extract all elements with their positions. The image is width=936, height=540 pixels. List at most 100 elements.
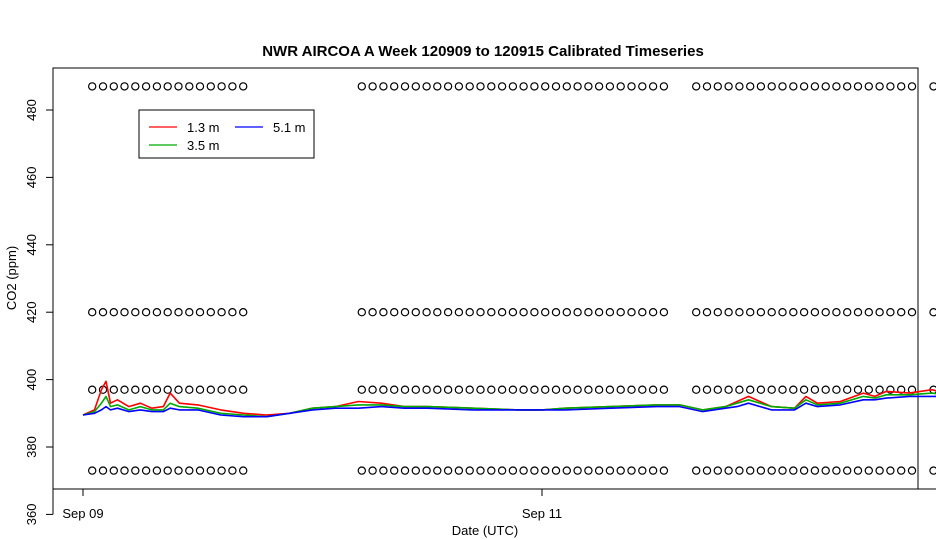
marker-cal-flag-373-39 bbox=[616, 466, 625, 475]
marker-cal-flag-420-55 bbox=[810, 308, 820, 317]
marker-cal-flag-420-48 bbox=[735, 308, 744, 317]
y-tick-label-3: 420 bbox=[24, 301, 39, 323]
marker-cal-flag-487-42 bbox=[648, 82, 658, 91]
marker-cal-flag-420-47 bbox=[724, 308, 733, 317]
x-tick-label-1: Sep 11 bbox=[522, 506, 562, 521]
marker-cal-flag-373-41 bbox=[638, 466, 647, 475]
marker-cal-flag-397-57 bbox=[832, 385, 841, 394]
marker-cal-flag-397-47 bbox=[724, 385, 733, 394]
marker-cal-flag-397-58 bbox=[843, 385, 852, 394]
marker-cal-flag-397-42 bbox=[648, 385, 658, 394]
marker-cal-flag-373-37 bbox=[594, 466, 604, 475]
marker-cal-flag-420-31 bbox=[530, 308, 539, 317]
marker-cal-flag-487-23 bbox=[443, 82, 453, 91]
marker-cal-flag-487-49 bbox=[746, 82, 755, 91]
marker-cal-flag-487-58 bbox=[843, 82, 852, 91]
marker-cal-flag-397-61 bbox=[875, 385, 884, 394]
x-axis-label: Date (UTC) bbox=[452, 523, 518, 538]
marker-cal-flag-420-51 bbox=[767, 308, 776, 317]
series-line-5-1-m bbox=[82, 395, 936, 418]
marker-cal-flag-373-43 bbox=[659, 466, 669, 475]
marker-cal-flag-420-41 bbox=[638, 308, 647, 317]
marker-cal-flag-487-53 bbox=[789, 82, 798, 91]
marker-cal-flag-487-44 bbox=[692, 82, 701, 91]
y-axis: 360 380 400 420 440 460 480 bbox=[24, 99, 54, 525]
marker-cal-flag-397-19 bbox=[400, 385, 410, 394]
marker-cal-flag-373-15 bbox=[357, 466, 366, 475]
marker-cal-flag-397-59 bbox=[853, 385, 863, 394]
marker-cal-flag-373-18 bbox=[390, 466, 399, 475]
marker-cal-flag-420-28 bbox=[497, 308, 507, 317]
marker-cal-flag-373-65 bbox=[929, 466, 936, 475]
y-tick-label-4: 440 bbox=[24, 234, 39, 256]
marker-cal-flag-397-9 bbox=[185, 385, 194, 394]
marker-cal-flag-487-46 bbox=[713, 82, 723, 91]
marker-cal-flag-373-3 bbox=[120, 466, 129, 475]
marker-cal-flag-420-33 bbox=[551, 308, 561, 317]
marker-cal-flag-373-40 bbox=[627, 466, 636, 475]
marker-cal-flag-420-56 bbox=[821, 308, 830, 317]
reference-markers bbox=[87, 82, 936, 475]
marker-cal-flag-373-17 bbox=[379, 466, 388, 475]
marker-cal-flag-420-14 bbox=[238, 308, 248, 317]
legend-box bbox=[138, 109, 315, 159]
marker-cal-flag-487-29 bbox=[508, 82, 518, 91]
marker-cal-flag-487-7 bbox=[163, 82, 172, 91]
marker-cal-flag-420-44 bbox=[692, 308, 701, 317]
marker-cal-flag-420-17 bbox=[379, 308, 388, 317]
marker-cal-flag-373-24 bbox=[454, 466, 464, 475]
marker-cal-flag-420-53 bbox=[789, 308, 798, 317]
marker-cal-flag-373-28 bbox=[497, 466, 507, 475]
marker-cal-flag-397-45 bbox=[702, 385, 712, 394]
marker-cal-flag-487-16 bbox=[368, 82, 377, 91]
marker-cal-flag-487-27 bbox=[487, 82, 496, 91]
marker-cal-flag-397-23 bbox=[443, 385, 453, 394]
marker-cal-flag-397-27 bbox=[487, 385, 496, 394]
marker-cal-flag-397-34 bbox=[562, 385, 572, 394]
marker-cal-flag-487-65 bbox=[929, 82, 936, 91]
marker-cal-flag-397-6 bbox=[152, 385, 162, 394]
marker-cal-flag-397-31 bbox=[530, 385, 539, 394]
marker-cal-flag-373-56 bbox=[821, 466, 830, 475]
marker-cal-flag-420-7 bbox=[163, 308, 172, 317]
marker-cal-flag-420-22 bbox=[433, 308, 442, 317]
marker-cal-flag-373-47 bbox=[724, 466, 733, 475]
marker-cal-flag-373-7 bbox=[163, 466, 172, 475]
marker-cal-flag-373-55 bbox=[810, 466, 820, 475]
x-tick-label-0: Sep 09 bbox=[62, 506, 103, 521]
marker-cal-flag-397-37 bbox=[594, 385, 604, 394]
marker-cal-flag-420-1 bbox=[98, 308, 108, 317]
marker-cal-flag-397-18 bbox=[390, 385, 399, 394]
marker-cal-flag-487-30 bbox=[519, 82, 528, 91]
marker-cal-flag-487-3 bbox=[120, 82, 129, 91]
marker-cal-flag-420-9 bbox=[185, 308, 194, 317]
marker-cal-flag-420-3 bbox=[120, 308, 129, 317]
marker-cal-flag-373-36 bbox=[584, 466, 593, 475]
marker-cal-flag-373-1 bbox=[98, 466, 108, 475]
marker-cal-flag-397-21 bbox=[422, 385, 431, 394]
marker-cal-flag-397-12 bbox=[217, 385, 226, 394]
marker-cal-flag-420-59 bbox=[853, 308, 863, 317]
marker-cal-flag-373-20 bbox=[411, 466, 420, 475]
marker-cal-flag-420-40 bbox=[627, 308, 636, 317]
marker-cal-flag-373-0 bbox=[87, 466, 97, 475]
marker-cal-flag-487-15 bbox=[357, 82, 366, 91]
marker-cal-flag-397-0 bbox=[87, 385, 97, 394]
marker-cal-flag-487-55 bbox=[810, 82, 820, 91]
marker-cal-flag-397-41 bbox=[638, 385, 647, 394]
marker-cal-flag-397-30 bbox=[519, 385, 528, 394]
y-tick-label-2: 400 bbox=[24, 369, 39, 391]
marker-cal-flag-487-36 bbox=[584, 82, 593, 91]
marker-cal-flag-420-27 bbox=[487, 308, 496, 317]
marker-cal-flag-487-31 bbox=[530, 82, 539, 91]
marker-cal-flag-397-4 bbox=[131, 385, 140, 394]
marker-cal-flag-373-11 bbox=[206, 466, 215, 475]
marker-cal-flag-420-50 bbox=[756, 308, 766, 317]
marker-cal-flag-420-36 bbox=[584, 308, 593, 317]
marker-cal-flag-420-63 bbox=[897, 308, 906, 317]
marker-cal-flag-487-51 bbox=[767, 82, 776, 91]
marker-cal-flag-420-13 bbox=[228, 308, 237, 317]
marker-cal-flag-397-13 bbox=[228, 385, 237, 394]
marker-cal-flag-420-54 bbox=[799, 308, 809, 317]
